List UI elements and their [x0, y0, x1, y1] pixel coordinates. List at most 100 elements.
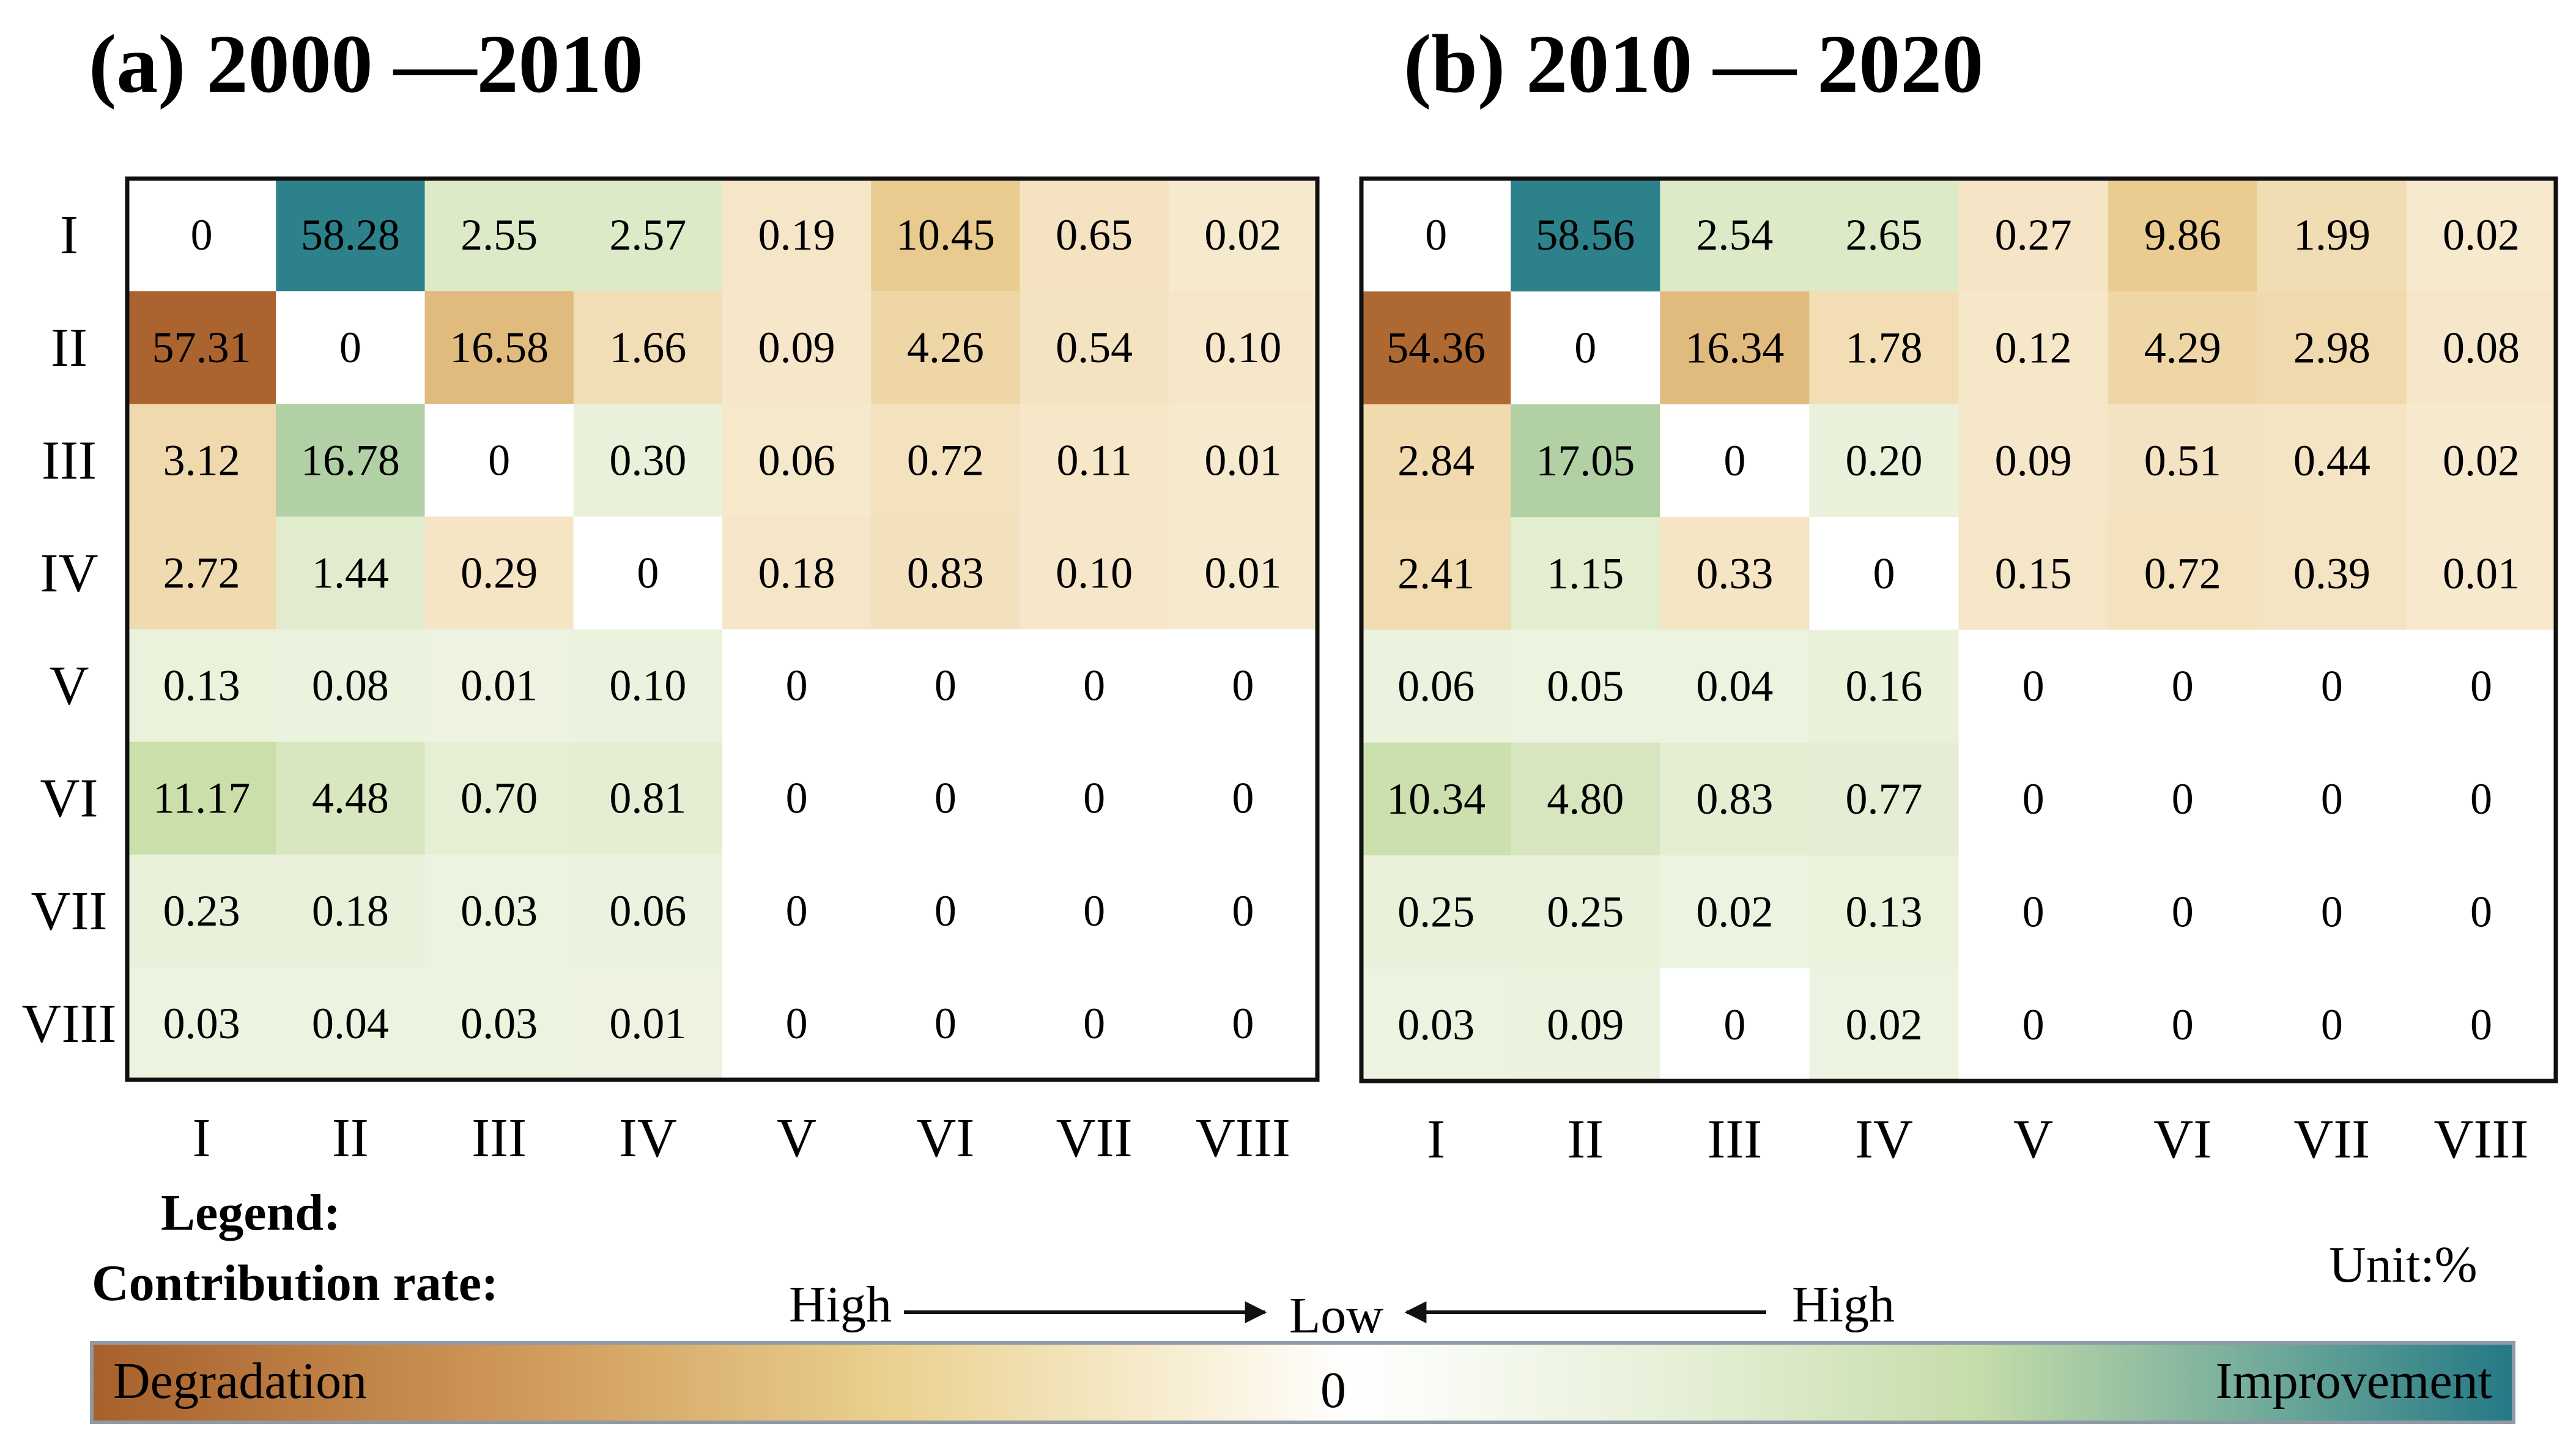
panel-a-heatmap: 0 58.28 2.55 2.57 0.19 10.45 0.65 0.02 57.31 0 16.…: [22, 176, 1320, 1168]
panel-a-y-tick-3: III: [42, 430, 97, 491]
panel-b-cell-5-4: [1809, 630, 1960, 743]
panel-a-cell-7-5: [722, 854, 872, 968]
panel-b-cell-5-1: [1361, 630, 1511, 743]
panel-b-value-8-7: 0: [2321, 1000, 2343, 1049]
panel-a-cell-8-1: [127, 967, 276, 1080]
panel-b-x-tick-8: VIII: [2434, 1109, 2528, 1170]
panel-b-cell-8-4: [1809, 968, 1960, 1082]
panel-a-value-7-7: 0: [1083, 886, 1105, 935]
panel-a-value-5-4: 0.10: [609, 661, 686, 710]
panel-a-value-5-1: 0.13: [163, 661, 240, 710]
panel-a-x-ticks: I II III IV V VI VII VIII: [193, 1108, 1290, 1168]
panel-a-cell-2-1: [127, 291, 276, 404]
panel-b-value-2-3: 16.34: [1685, 324, 1784, 373]
panel-a-cell-1-1: [127, 179, 276, 292]
panel-a-cell-7-8: [1168, 854, 1318, 968]
panel-a-value-7-3: 0.03: [461, 886, 538, 935]
panel-a-cell-3-2: [276, 404, 426, 517]
panel-b-value-7-5: 0: [2023, 887, 2045, 936]
panel-b-value-5-7: 0: [2321, 662, 2343, 711]
panel-b-frame: [1359, 176, 2558, 1083]
panel-b-cell-1-1: [1361, 179, 1511, 292]
panel-a-value-7-8: 0: [1232, 886, 1254, 935]
panel-b-value-3-4: 0.20: [1845, 436, 1922, 485]
panel-a-value-6-5: 0: [786, 774, 808, 823]
panel-a-cell-7-3: [424, 854, 574, 968]
panel-a-cell-1-3: [424, 179, 574, 292]
panel-a-value-2-8: 0.10: [1204, 323, 1281, 372]
panel-b-value-2-2: 0: [1574, 324, 1596, 373]
panel-a-value-8-3: 0.03: [461, 999, 538, 1048]
legend-heading: Legend:: [161, 1184, 341, 1241]
panel-a-value-8-5: 0: [786, 999, 808, 1048]
panel-b-value-7-7: 0: [2321, 887, 2343, 936]
panel-a-cell-1-5: [722, 179, 872, 292]
panel-b-value-4-2: 1.15: [1547, 549, 1624, 598]
panel-b-value-3-7: 0.44: [2293, 436, 2371, 485]
panel-b-value-3-6: 0.51: [2144, 436, 2221, 485]
panel-a-value-2-3: 16.58: [450, 323, 549, 372]
panel-a-value-4-1: 2.72: [163, 548, 240, 597]
panel-a-cell-7-1: [127, 854, 276, 968]
panel-b-cell-4-6: [2108, 517, 2258, 631]
panel-a-cell-2-5: [722, 291, 872, 404]
panel-b-value-4-3: 0.33: [1696, 549, 1773, 598]
panel-b-cell-4-1: [1361, 517, 1511, 631]
panel-a-value-2-1: 57.31: [152, 323, 251, 372]
panel-a-cell-6-3: [424, 741, 574, 855]
panel-a-cell-2-2: [276, 291, 426, 404]
panel-a-value-4-6: 0.83: [907, 548, 984, 597]
panel-a-x-tick-6: VI: [916, 1108, 974, 1168]
panel-b-cell-2-6: [2108, 291, 2258, 405]
panel-a-value-3-4: 0.30: [609, 436, 686, 485]
panel-b-cell-7-3: [1660, 855, 1810, 969]
panel-a-cell-5-3: [424, 629, 574, 743]
panel-b-value-2-6: 4.29: [2144, 324, 2221, 373]
high-left-label: High: [789, 1276, 892, 1333]
panel-b-cell-6-8: [2406, 742, 2556, 856]
panel-b-cell-2-3: [1660, 291, 1810, 405]
panel-b-cell-2-5: [1958, 291, 2109, 405]
panel-b-cell-6-4: [1809, 742, 1960, 856]
panel-b-cell-1-5: [1958, 179, 2109, 292]
panel-a-value-3-7: 0.11: [1056, 436, 1131, 485]
panel-a-cell-4-4: [573, 516, 723, 630]
panel-b-x-tick-6: VI: [2153, 1109, 2211, 1170]
panel-b-value-3-8: 0.02: [2443, 436, 2520, 485]
panel-a-title: (a) 2000 —2010: [89, 18, 643, 110]
panel-b-value-3-5: 0.09: [1995, 436, 2072, 485]
panel-a-value-6-2: 4.48: [312, 774, 389, 823]
panel-b-cell-6-3: [1660, 742, 1810, 856]
panel-a-value-1-7: 0.65: [1056, 210, 1133, 259]
panel-a-cell-2-6: [871, 291, 1021, 404]
panel-a-value-4-2: 1.44: [312, 548, 389, 597]
panel-b-value-3-3: 0: [1723, 436, 1745, 485]
panel-a-y-tick-7: VII: [31, 881, 108, 942]
panel-b-cell-1-7: [2257, 179, 2407, 292]
panel-a-value-4-4: 0: [637, 548, 659, 597]
panel-b-cell-3-7: [2257, 404, 2407, 518]
panel-a-value-8-2: 0.04: [312, 999, 389, 1048]
panel-a-cell-4-5: [722, 516, 872, 630]
panel-a-value-7-5: 0: [786, 886, 808, 935]
panel-a-value-2-6: 4.26: [907, 323, 984, 372]
panel-a-y-tick-6: VI: [40, 768, 98, 829]
panel-b-value-5-1: 0.06: [1397, 662, 1475, 711]
panel-a-cell-8-8: [1168, 967, 1318, 1080]
panel-b-cell-7-7: [2257, 855, 2407, 969]
panel-b-value-5-6: 0: [2172, 662, 2194, 711]
panel-a-value-7-2: 0.18: [312, 886, 389, 935]
panel-b-x-tick-7: VII: [2293, 1109, 2370, 1170]
panel-a-value-2-5: 0.09: [758, 323, 835, 372]
panel-b-cell-5-5: [1958, 630, 2109, 743]
panel-b-cell-7-1: [1361, 855, 1511, 969]
panel-b-cell-2-7: [2257, 291, 2407, 405]
panel-b-cell-1-4: [1809, 179, 1960, 292]
panel-a-cell-2-3: [424, 291, 574, 404]
panel-a-cell-6-8: [1168, 741, 1318, 855]
panel-b-cell-8-8: [2406, 968, 2556, 1082]
panel-a-cell-5-8: [1168, 629, 1318, 743]
panel-b-title: (b) 2010 — 2020: [1404, 18, 1983, 110]
panel-b-value-2-4: 1.78: [1845, 324, 1922, 373]
